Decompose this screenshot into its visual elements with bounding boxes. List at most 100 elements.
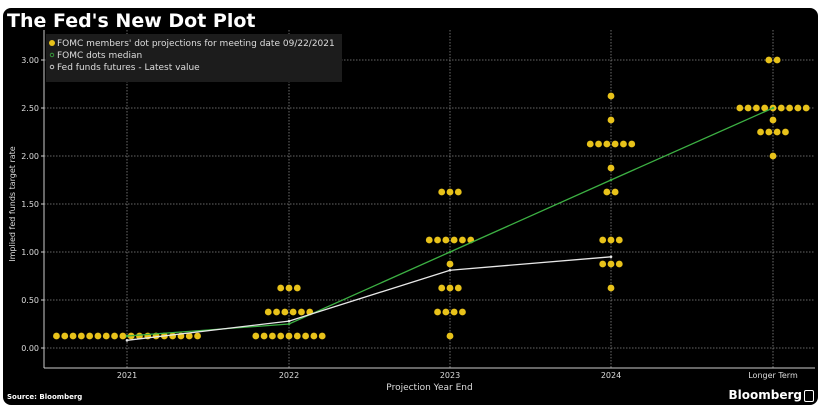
projection-dot (744, 104, 752, 112)
chart-title: The Fed's New Dot Plot (7, 10, 256, 32)
y-tick-label: 1.00 (21, 248, 39, 257)
projection-dot (802, 104, 810, 112)
bloomberg-icon (804, 390, 814, 402)
legend-label: FOMC members' dot projections for meetin… (57, 39, 335, 49)
projection-dot (194, 332, 201, 340)
projection-dot (86, 332, 94, 340)
projection-dot (459, 308, 466, 316)
projection-dot (446, 260, 454, 268)
projection-dot (285, 284, 293, 292)
projection-dot (269, 332, 276, 340)
projection-dot (586, 140, 594, 148)
projection-dot (603, 188, 611, 196)
legend-box (46, 34, 342, 82)
projection-dot (450, 308, 458, 316)
x-axis-title: Projection Year End (386, 383, 472, 393)
projection-dot (289, 308, 297, 316)
projection-dot (185, 332, 193, 340)
projection-dot (77, 332, 85, 340)
y-tick-label: 3.00 (21, 56, 39, 65)
projection-dot (611, 188, 619, 196)
projection-dot (765, 56, 773, 64)
projection-dot (607, 284, 615, 292)
projection-dot (277, 284, 285, 292)
projection-dot (782, 128, 789, 136)
projection-dot (434, 308, 441, 316)
projection-dot (277, 332, 285, 340)
x-tick-label: 2021 (117, 371, 137, 380)
projection-dot (252, 332, 260, 340)
projection-dot (264, 308, 272, 316)
futures-point (287, 319, 291, 323)
futures-point (609, 255, 613, 259)
y-tick-label: 2.50 (21, 104, 39, 113)
dot-plot-chart: 0.00 0.50 1.00 1.50 2.00 2.50 3.00 2021 2022 2023… (8, 30, 815, 393)
futures-point (125, 339, 129, 342)
projection-dot (794, 104, 802, 112)
projection-dot (611, 140, 619, 148)
projection-dot (438, 284, 446, 292)
projection-dot (454, 284, 462, 292)
projection-dot (446, 332, 454, 340)
projection-dot (615, 260, 623, 268)
projection-dot (603, 140, 611, 148)
projection-dot (773, 56, 781, 64)
projection-dot (595, 140, 602, 148)
projection-dot (442, 236, 450, 244)
y-tick-label: 2.00 (21, 152, 39, 161)
projection-dot (260, 332, 268, 340)
projection-dot (111, 332, 118, 340)
projection-dot (442, 308, 450, 316)
projection-dot (318, 332, 326, 340)
projection-dot (285, 332, 293, 340)
projection-dot (599, 236, 607, 244)
projection-dot (607, 236, 615, 244)
median-point (771, 106, 775, 110)
projection-dot (438, 188, 446, 196)
projection-dot (119, 332, 127, 340)
x-tick-label: Longer Term (748, 371, 798, 380)
projection-dot (620, 140, 627, 148)
projection-dot (310, 332, 318, 340)
brand-logo: Bloomberg (728, 388, 803, 402)
projection-dot (53, 332, 60, 340)
projection-dot (607, 260, 615, 268)
x-tick-label: 2023 (440, 371, 460, 380)
futures-line (126, 256, 612, 341)
projection-dot (599, 260, 607, 268)
x-tick-label: 2022 (279, 371, 299, 380)
projection-dot (459, 236, 466, 244)
median-point (609, 178, 613, 182)
futures-point (448, 268, 452, 272)
projection-dot (777, 104, 785, 112)
projection-dot (61, 332, 69, 340)
projection-dot (69, 332, 77, 340)
projection-dot (454, 188, 462, 196)
legend-label: Fed funds futures - Latest value (57, 63, 200, 73)
y-tick-label: 1.50 (21, 200, 39, 209)
projection-dot (425, 236, 433, 244)
projection-dot (607, 116, 615, 124)
projection-dot (298, 308, 305, 316)
y-tick-label: 0.50 (21, 296, 39, 305)
projection-dot (765, 128, 773, 136)
legend-dot-icon (49, 40, 55, 46)
projection-dot (757, 128, 764, 136)
projection-dot (446, 284, 454, 292)
projection-dot (628, 140, 636, 148)
projection-dot (94, 332, 102, 340)
source-note: Source: Bloomberg (7, 393, 83, 401)
chart-card: 0.00 0.50 1.00 1.50 2.00 2.50 3.00 2021 2022 2023… (3, 8, 818, 405)
legend-marker-icon (49, 52, 55, 58)
projection-dot (450, 236, 458, 244)
projection-dot (293, 332, 301, 340)
projection-dot (773, 128, 781, 136)
median-point (287, 322, 291, 326)
projection-dot (273, 308, 280, 316)
y-tick-label: 0.00 (21, 344, 39, 353)
projection-dot (607, 92, 615, 100)
x-tick-label: 2024 (601, 371, 621, 380)
projection-dot (736, 104, 744, 112)
projection-dot (446, 188, 454, 196)
projection-dot (169, 332, 177, 340)
